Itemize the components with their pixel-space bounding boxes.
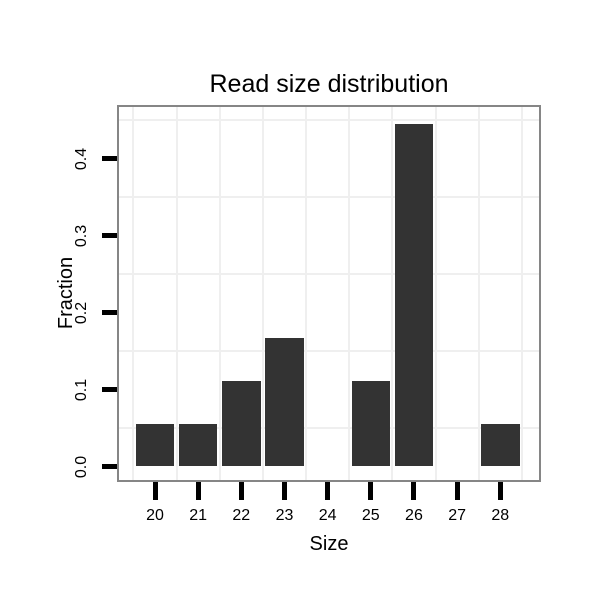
- x-tick-label: 26: [405, 507, 423, 524]
- gridline-horizontal: [119, 427, 539, 429]
- y-axis-title: Fraction: [55, 256, 77, 330]
- x-axis-title: Size: [309, 533, 349, 555]
- y-tick-label: 0.1: [73, 378, 90, 401]
- bar-23: [265, 338, 304, 467]
- x-tick-label: 23: [275, 507, 294, 524]
- gridline-vertical: [261, 107, 264, 480]
- plot-area: [119, 107, 539, 480]
- x-tick-mark: [454, 482, 460, 500]
- x-tick-mark: [238, 482, 244, 500]
- x-tick-mark: [497, 482, 503, 500]
- bar-28: [481, 423, 520, 467]
- x-tick-mark: [325, 482, 331, 500]
- gridline-vertical: [434, 107, 437, 480]
- x-tick-label: 27: [448, 507, 466, 524]
- gridline-vertical: [391, 107, 394, 480]
- bar-20: [135, 423, 175, 467]
- bar-25: [351, 380, 391, 467]
- gridline-vertical: [175, 107, 178, 480]
- x-tick-label: 22: [232, 507, 251, 524]
- gridline-vertical: [520, 107, 523, 480]
- gridline-horizontal: [119, 273, 539, 275]
- chart-title: Read size distribution: [209, 70, 449, 98]
- gridline-vertical: [477, 107, 480, 480]
- y-tick-mark: [102, 387, 117, 392]
- bar-22: [222, 380, 261, 467]
- gridline-horizontal: [119, 350, 539, 352]
- y-tick-mark: [102, 156, 117, 161]
- x-tick-mark: [368, 482, 374, 500]
- x-tick-mark: [195, 482, 201, 500]
- x-tick-label: 25: [361, 507, 380, 524]
- x-tick-label: 21: [189, 507, 208, 524]
- y-tick-label: 0.4: [73, 147, 90, 170]
- bar-21: [178, 423, 218, 467]
- bar-26: [394, 124, 434, 467]
- x-tick-label: 28: [491, 507, 510, 524]
- y-tick-mark: [102, 233, 117, 238]
- x-tick-label: 24: [318, 507, 337, 524]
- plot-panel: [117, 105, 541, 482]
- gridline-vertical: [305, 107, 308, 480]
- x-tick-mark: [152, 482, 158, 500]
- x-tick-mark: [281, 482, 287, 500]
- y-tick-label: 0.3: [73, 224, 90, 247]
- y-tick-mark: [102, 310, 117, 315]
- x-tick-mark: [411, 482, 417, 500]
- gridline-vertical: [218, 107, 221, 480]
- gridline-horizontal: [119, 119, 539, 121]
- gridline-vertical: [132, 107, 135, 480]
- x-tick-label: 20: [146, 507, 164, 524]
- y-tick-label: 0.0: [73, 455, 90, 478]
- y-tick-mark: [102, 464, 117, 469]
- gridline-vertical: [348, 107, 351, 480]
- gridline-horizontal: [119, 196, 539, 198]
